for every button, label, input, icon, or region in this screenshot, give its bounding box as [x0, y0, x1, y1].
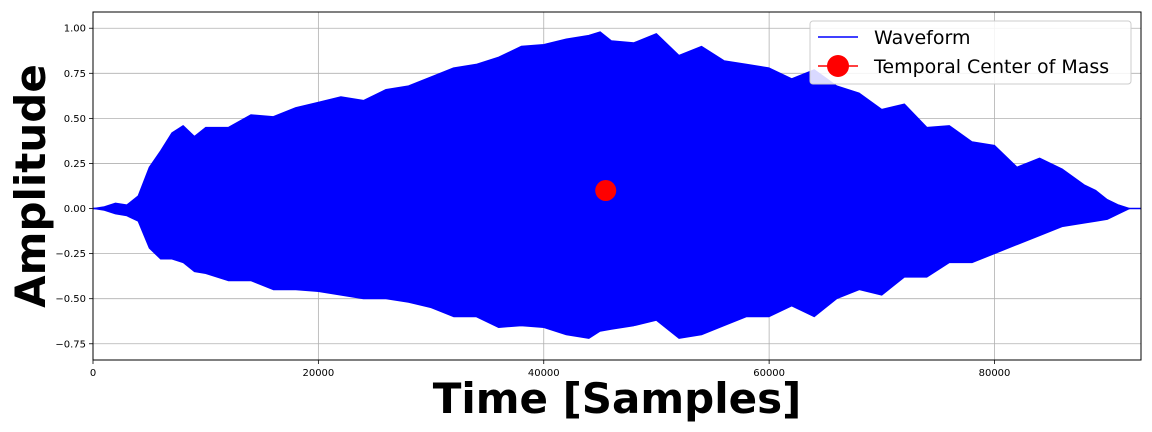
- legend-com-swatch-marker: [827, 55, 849, 77]
- legend-com-label: Temporal Center of Mass: [873, 56, 1109, 78]
- y-tick-label: 0.25: [64, 159, 86, 170]
- x-tick-label: 60000: [753, 368, 785, 379]
- center-of-mass-point: [595, 180, 617, 202]
- y-tick-label: 1.00: [64, 24, 86, 35]
- x-tick-label: 80000: [979, 368, 1011, 379]
- legend-box: [809, 20, 1132, 85]
- plot-frame: [92, 11, 1142, 361]
- legend: Waveform Temporal Center of Mass: [809, 20, 1132, 85]
- y-tick-label: −0.75: [55, 339, 86, 350]
- y-tick-label: 0.75: [64, 69, 86, 80]
- y-tick-label: −0.25: [55, 249, 86, 260]
- x-tick-label: 40000: [528, 368, 560, 379]
- legend-waveform-label: Waveform: [874, 27, 970, 49]
- ticks: 0 20000 40000 60000 80000 −0.75 −0.50 −0.25 0.00…: [55, 24, 1010, 379]
- y-tick-label: 0.00: [64, 204, 86, 215]
- x-axis-label: Time [Samples]: [433, 374, 802, 423]
- y-tick-label: 0.50: [64, 114, 86, 125]
- y-tick-label: −0.50: [55, 294, 86, 305]
- y-axis-label: Amplitude: [6, 64, 55, 308]
- x-tick-label: 0: [90, 368, 96, 379]
- x-tick-label: 20000: [302, 368, 334, 379]
